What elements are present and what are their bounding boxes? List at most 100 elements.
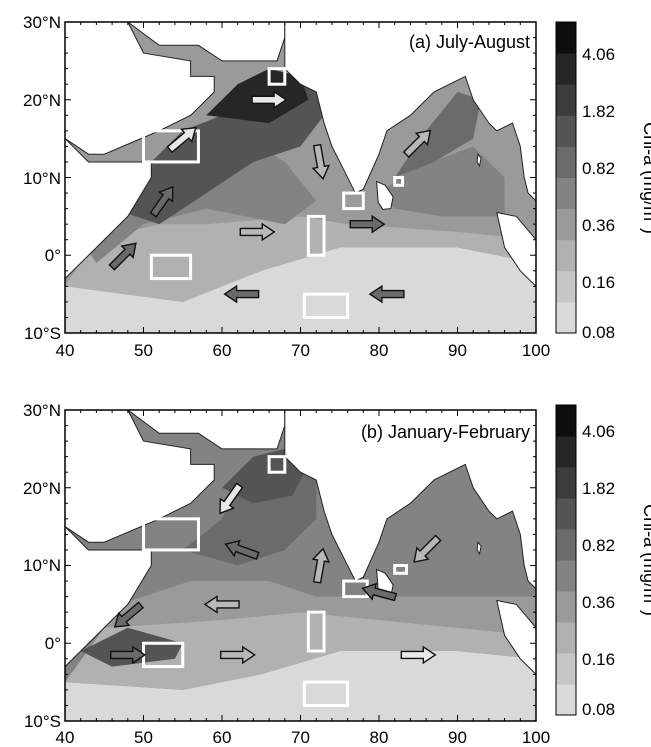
land-sumatra [496,599,536,676]
colorbar-swatch [556,591,576,623]
colorbar-label: 0.08 [582,700,615,719]
study-region-box [306,610,326,653]
colorbar-label: 0.36 [582,593,615,612]
land-sumatra [496,211,536,288]
current-arrow [224,539,260,561]
colorbar-label: 0.82 [582,536,615,555]
panel-a-y-axis: 30°N 20°N 10°N 0° 10°S [23,13,61,343]
current-arrow [239,222,276,242]
colorbar-label: 0.16 [582,273,615,292]
x-tick-label: 40 [56,341,75,360]
study-region-box [306,214,326,257]
y-tick-label: 10°N [23,556,61,575]
current-arrow-shape [203,595,240,614]
x-tick-label: 80 [370,341,389,360]
colorbar-title-superscript: 3 [648,603,651,610]
colorbar-swatch [556,467,576,499]
colorbar-label: 4.06 [582,45,615,64]
colorbar-swatch [556,115,576,147]
current-arrow-shape [239,222,276,242]
colorbar-b: 4.06 1.82 0.82 0.36 0.16 0.08 Chl-a (mg/… [555,404,651,719]
study-region-box [302,680,350,707]
x-tick-label: 90 [448,341,467,360]
current-arrow [219,482,244,515]
colorbar-label: 4.06 [582,422,615,441]
current-arrow-shape [224,539,260,561]
current-arrow-shape [311,143,331,180]
y-tick-label: 10°N [23,169,61,188]
x-tick-label: 70 [291,728,310,747]
colorbar-a-frame [555,21,577,334]
colorbar-label: 1.82 [582,479,615,498]
x-tick-label: 50 [134,341,153,360]
current-arrow-shape [400,645,437,665]
colorbar-label: 0.08 [582,323,615,342]
colorbar-swatch [556,684,576,716]
land-andaman [476,152,482,168]
x-tick-label: 90 [448,728,467,747]
ocean-chl-band [222,448,309,504]
panel-a: 40 50 60 70 80 90 100 30°N 20°N 10°N 0° … [23,13,550,360]
colorbar-swatch [556,529,576,561]
colorbar-swatch [556,146,576,178]
study-region-box [149,253,193,281]
current-arrow-shape [368,284,405,304]
panel-a-title: (a) July-August [409,32,530,52]
y-tick-label: 10°S [24,324,61,343]
colorbar-swatch [556,53,576,85]
current-arrow [361,582,398,602]
panel-a-map [65,22,536,333]
colorbar-b-frame [555,404,577,716]
study-region-box [393,564,408,575]
current-arrow [311,547,331,584]
land-africa [65,526,152,721]
colorbar-title-superscript: 3 [648,221,651,228]
colorbar-swatch [556,653,576,685]
x-tick-label: 50 [134,728,153,747]
current-arrow-shape [166,126,197,154]
current-arrow-shape [113,601,145,628]
x-tick-label: 100 [522,728,550,747]
colorbar-swatch [556,498,576,530]
ocean-chl-band [65,612,536,690]
land-andaman [476,540,482,556]
ocean-chl-band [80,627,183,667]
current-arrow [413,534,442,563]
current-arrow [368,284,405,304]
colorbar-title-close: ) [640,610,651,616]
land-india [284,410,536,590]
study-region-box [267,455,287,474]
panel-a-x-axis: 40 50 60 70 80 90 100 [56,341,551,360]
current-arrow [402,129,432,158]
ocean-chl-band [379,146,505,217]
colorbar-swatch [556,177,576,210]
current-arrow-shape [219,482,244,515]
colorbar-swatch [556,208,576,241]
current-arrow-shape [361,582,398,602]
current-arrow-shape [108,242,137,271]
current-arrow [251,90,288,110]
colorbar-title-close: ) [640,228,651,234]
current-arrow [108,242,137,271]
colorbar-swatch [556,301,576,334]
panel-b-ticks [64,409,537,722]
colorbar-a-title: Chl-a (mg/m3) [640,122,651,234]
y-tick-label: 30°N [23,401,61,420]
panel-b: 40 50 60 70 80 90 100 30°N 20°N 10°N 0° … [23,401,550,747]
colorbar-label: 0.82 [582,159,615,178]
land-arabia [65,410,215,543]
ocean-chl-band [394,480,482,566]
land-africa [65,138,152,333]
y-tick-label: 0° [45,246,61,265]
colorbar-label: 1.82 [582,102,615,121]
x-tick-label: 80 [370,728,389,747]
panel-b-map [65,410,536,721]
y-tick-label: 30°N [23,13,61,32]
panel-a-ticks [64,21,537,334]
x-tick-label: 100 [522,341,550,360]
current-arrow [400,645,437,665]
panel-b-y-axis: 30°N 20°N 10°N 0° 10°S [23,401,61,731]
x-tick-label: 40 [56,728,75,747]
panel-b-title: (b) January-February [361,422,530,442]
current-arrow [311,143,331,180]
